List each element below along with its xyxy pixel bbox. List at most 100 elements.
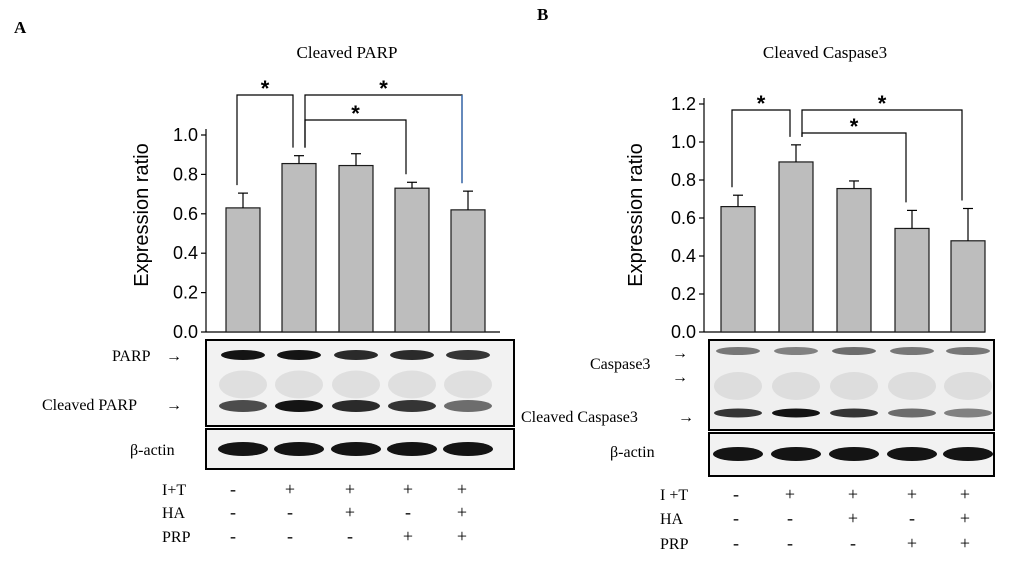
y-tick-label: 0.8 xyxy=(671,170,696,190)
treatment-symbol: + xyxy=(457,479,467,499)
bar xyxy=(720,206,756,333)
y-tick-label: 0.8 xyxy=(173,164,198,184)
blot-smear xyxy=(830,372,878,400)
treatment-symbol: + xyxy=(785,484,795,504)
bar xyxy=(778,161,814,333)
panel-b-band2-label: Cleaved Caspase3 xyxy=(521,409,638,426)
panel-b-band1-arrow-lower: → xyxy=(672,369,688,386)
treatment-row-label: PRP xyxy=(660,536,689,553)
blot-smear xyxy=(444,370,492,399)
actin-band xyxy=(387,442,437,456)
panel-a-significance: * * * xyxy=(236,76,463,186)
panel-a: A Cleaved PARP Expression ratio 0.0 0.2 0.… xyxy=(14,18,515,546)
bar xyxy=(450,209,486,333)
treatment-symbol: - xyxy=(230,526,236,546)
significance-star: * xyxy=(850,114,859,139)
actin-band xyxy=(943,447,993,461)
panel-b-treatment-table: I +T - + + + + HA - - + - + PRP - - - + + xyxy=(660,484,970,553)
blot-band-lower xyxy=(888,408,936,418)
blot-band-upper xyxy=(890,347,934,355)
blot-band-lower xyxy=(830,408,878,418)
y-tick-label: 0.2 xyxy=(173,283,198,303)
blot-smear xyxy=(714,372,762,400)
treatment-symbol: - xyxy=(405,502,411,522)
y-tick-label: 1.0 xyxy=(671,132,696,152)
y-tick-label: 0.4 xyxy=(671,246,696,266)
significance-bracket xyxy=(304,94,463,184)
treatment-symbol: - xyxy=(909,508,915,528)
treatment-symbol: - xyxy=(230,502,236,522)
treatment-symbol: + xyxy=(285,479,295,499)
treatment-symbol: - xyxy=(347,526,353,546)
panel-b-band1-arrow-upper: → xyxy=(672,345,688,362)
panel-a-band1-arrow: → xyxy=(166,348,182,365)
treatment-row-label: HA xyxy=(162,505,186,522)
treatment-symbol: - xyxy=(733,533,739,553)
treatment-symbol: + xyxy=(457,502,467,522)
blot-smear xyxy=(332,370,380,399)
significance-star: * xyxy=(757,91,766,116)
panel-b-blot-bands xyxy=(714,347,992,418)
y-tick-label: 0.4 xyxy=(173,243,198,263)
significance-bracket xyxy=(731,109,791,188)
panel-a-blot-bands xyxy=(219,350,492,412)
significance-star: * xyxy=(351,101,360,126)
treatment-symbol: + xyxy=(848,508,858,528)
blot-smear xyxy=(275,370,323,399)
bar xyxy=(950,240,986,333)
actin-band xyxy=(829,447,879,461)
actin-band xyxy=(887,447,937,461)
y-tick-label: 0.6 xyxy=(173,204,198,224)
panel-a-title: Cleaved PARP xyxy=(297,43,398,62)
blot-band-lower xyxy=(332,400,380,412)
treatment-symbol: - xyxy=(230,479,236,499)
panel-b-y-axis-label: Expression ratio xyxy=(625,143,647,286)
blot-band-upper xyxy=(832,347,876,355)
y-tick-label: 0.0 xyxy=(173,322,198,342)
y-tick-label: 1.2 xyxy=(671,94,696,114)
y-tick-label: 1.0 xyxy=(173,125,198,145)
panel-b-band2-arrow: → xyxy=(678,409,694,426)
panel-b-actin-bands xyxy=(713,447,993,461)
actin-band xyxy=(713,447,763,461)
treatment-symbol: - xyxy=(733,508,739,528)
treatment-symbol: + xyxy=(960,533,970,553)
y-tick-label: 0.0 xyxy=(671,322,696,342)
treatment-symbol: + xyxy=(403,479,413,499)
significance-bracket xyxy=(801,132,907,203)
bar xyxy=(836,187,872,333)
panel-b-bars xyxy=(720,144,986,333)
panel-a-band2-arrow: → xyxy=(166,397,182,414)
treatment-row-label: HA xyxy=(660,511,684,528)
actin-band xyxy=(218,442,268,456)
blot-band-lower xyxy=(388,400,436,412)
blot-band-lower xyxy=(772,408,820,418)
y-tick-label: 0.6 xyxy=(671,208,696,228)
bar xyxy=(394,187,430,333)
treatment-symbol: + xyxy=(345,502,355,522)
treatment-symbol: + xyxy=(403,526,413,546)
blot-band-lower xyxy=(444,400,492,412)
blot-smear xyxy=(388,370,436,399)
bar xyxy=(338,164,374,333)
panel-a-treatment-table: I+T - + + + + HA - - + - + PRP - - - + + xyxy=(162,479,467,546)
treatment-row-label: I +T xyxy=(660,487,688,504)
bar xyxy=(281,162,317,333)
blot-band-upper xyxy=(946,347,990,355)
blot-band-upper xyxy=(774,347,818,355)
panel-b-band1-label: Caspase3 xyxy=(590,356,650,373)
blot-band-lower xyxy=(219,400,267,412)
significance-bracket xyxy=(801,109,963,201)
treatment-row-label: PRP xyxy=(162,529,191,546)
panel-b-actin-label: β-actin xyxy=(610,444,655,461)
blot-smear xyxy=(944,372,992,400)
actin-band xyxy=(331,442,381,456)
panel-a-label: A xyxy=(14,18,27,37)
panel-a-bars xyxy=(225,153,486,333)
blot-band-upper xyxy=(716,347,760,355)
panel-b-significance: * * * xyxy=(731,91,963,203)
significance-star: * xyxy=(878,91,887,116)
treatment-symbol: - xyxy=(787,533,793,553)
blot-smear xyxy=(888,372,936,400)
blot-band-upper xyxy=(334,350,378,360)
